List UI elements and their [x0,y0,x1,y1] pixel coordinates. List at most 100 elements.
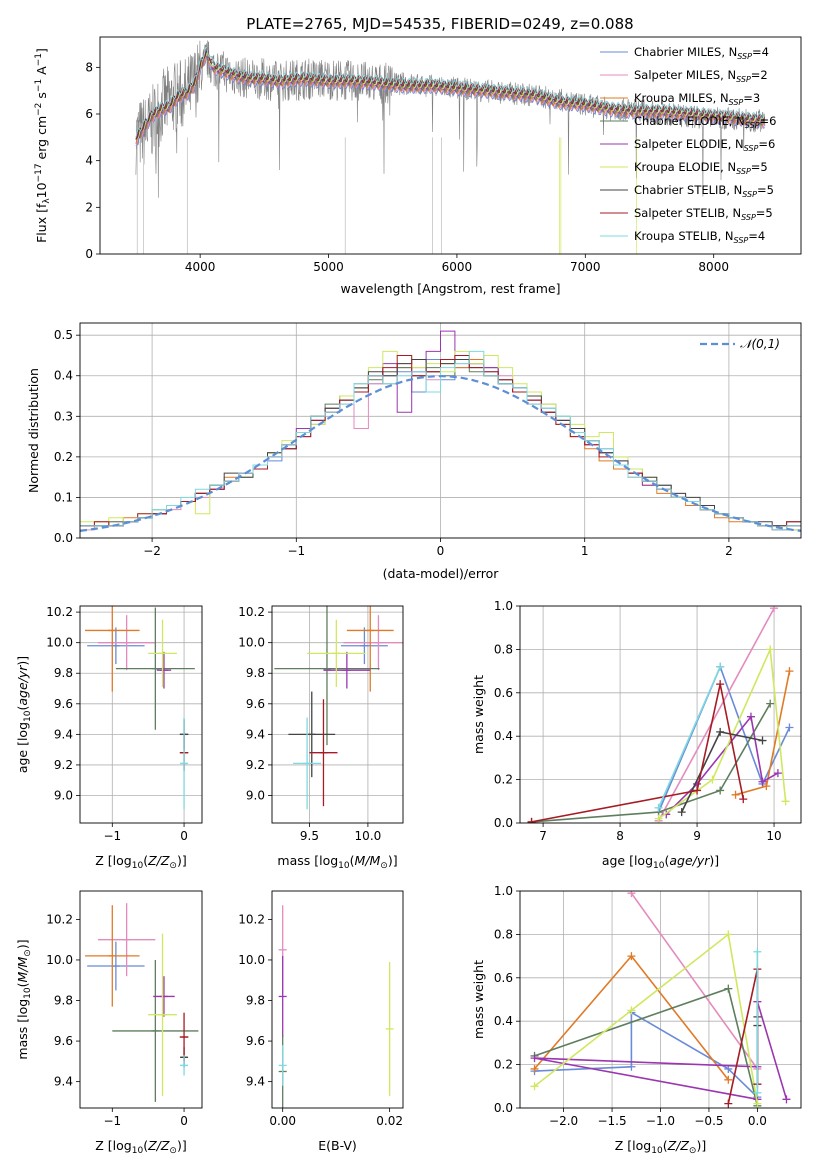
error-point [278,955,287,1038]
x-tick-label: 10.0 [355,829,382,843]
x-tick-label: −0.5 [694,1114,723,1128]
x-tick-label: 7 [539,829,547,843]
y-tick-label: 0.3 [54,409,73,423]
y-tick-label: 0.1 [54,490,73,504]
legend-entry: Kroupa ELODIE, NSSP=5 [634,160,768,176]
legend-subscript: SSP [736,167,751,176]
y-axis-label-part: Flux [f [34,203,49,243]
x-axis-label: Z [log10(Z/Z⊙)] [615,1138,706,1156]
mass-weight-marker [782,1095,791,1104]
error-point [346,606,394,692]
x-axis-label-part: 10 [338,861,350,871]
y-axis-label-part: Normed distribution [26,368,41,493]
model-spectrum-line [135,55,765,139]
x-axis-label: wavelength [Angstrom, rest frame] [340,281,560,296]
y-tick-label: 9.2 [246,758,265,772]
y-axis-label-part: )] [15,939,30,949]
plot-area [135,40,766,254]
axes-frame [79,605,203,824]
y-tick-label: 9.8 [246,994,265,1008]
mass-weight-marker [758,736,767,745]
x-axis-label-part: ⊙ [689,1146,697,1156]
mass-weight-marker [724,984,733,993]
plot-area [80,323,801,538]
y-tick-label: 10.2 [238,912,265,926]
mass-weight-marker [766,699,775,708]
x-axis-label-part: ( [350,853,355,868]
x-axis-label-part: ( [663,1138,668,1153]
x-axis-label-part: )] [709,853,719,868]
error-point [180,717,189,810]
x-axis-label-part: age/yr [669,853,710,868]
y-axis-label-part: mass [log [15,999,30,1060]
plot-area [272,606,403,823]
legend-entry: Kroupa STELIB, NSSP=4 [634,229,765,245]
model-spectrum-line [135,46,765,138]
panel-age_vs_Z: −1 09.09.29.49.69.810.010.2Z [log10(Z/Z⊙)… [15,605,203,871]
x-tick-label: 7000 [570,260,601,274]
y-tick-label: 0.6 [494,686,513,700]
y-axis-label-part: 10 [34,182,49,198]
y-tick-label: 0.4 [494,729,513,743]
legend-count: =5 [756,206,773,220]
panel-mass_vs_Z: −1 09.49.69.810.010.2Z [log10(Z/Z⊙)]mass … [15,890,203,1156]
x-axis-label-part: E(B-V) [318,1138,357,1153]
mass-weight-marker [785,723,794,732]
legend-subscript: SSP [737,52,752,61]
y-axis-label-part: ] [34,48,49,53]
mass-weight-marker [758,777,767,786]
x-axis-label: (data-model)/error [383,566,500,581]
mass-weight-marker [766,645,775,654]
y-axis-label-part: M/M [15,956,30,982]
y-axis-label-part: λ [42,198,52,204]
residual-histogram-series [80,350,801,531]
y-axis-label-part: s [34,92,49,103]
mass-weight-marker [746,712,755,721]
mass-weight-marker [716,786,725,795]
x-axis-label-part: ( [664,853,669,868]
axes-frame [79,322,802,539]
x-tick-label: 0.0 [748,1114,767,1128]
error-point [278,1045,287,1086]
mass-weight-marker [724,1099,733,1108]
mass-weight-marker [739,795,748,804]
y-tick-label: 1.0 [494,599,513,613]
plot-area [85,903,199,1102]
y-tick-label: 0.4 [54,369,73,383]
mass-weight-marker [627,891,636,898]
mass-weight-marker [530,1054,539,1063]
legend-entry: Kroupa MILES, NSSP=3 [634,91,760,107]
x-axis-label-part: Z [log [95,853,131,868]
legend-count: =3 [743,91,760,105]
x-axis-label: age [log10(age/yr)] [602,853,719,871]
y-axis-label-part: age/yr [15,665,30,706]
mass-weight-marker [530,1064,539,1073]
y-tick-label: 0.0 [494,1101,513,1115]
error-point [153,976,175,1017]
y-axis-label-part: age [log [15,722,30,773]
y-tick-label: 0.0 [494,816,513,830]
mass-weight-marker [773,769,782,778]
x-tick-label: −1.5 [597,1114,626,1128]
legend-label: Salpeter STELIB, N [634,206,741,220]
y-tick-label: 9.4 [246,1075,265,1089]
x-axis-label-part: ( [143,1138,148,1153]
mass-weight-marker [716,727,725,736]
x-tick-label: 9.5 [300,829,319,843]
mass-weight-marker [654,803,663,812]
mass-weight-series [658,646,787,820]
mass-weight-marker [716,680,725,689]
x-axis-label-part: ⊙ [169,1146,177,1156]
legend-count: =2 [751,68,768,82]
mass-weight-marker [530,1082,539,1091]
normal-reference-curve [80,375,801,532]
legend-count: =4 [752,45,769,59]
y-axis-label-part: mass weight [471,960,486,1039]
y-tick-label: 9.4 [54,727,73,741]
y-axis-label: mass weight [471,675,486,754]
axes-frame [519,890,802,1109]
error-point [156,651,172,689]
